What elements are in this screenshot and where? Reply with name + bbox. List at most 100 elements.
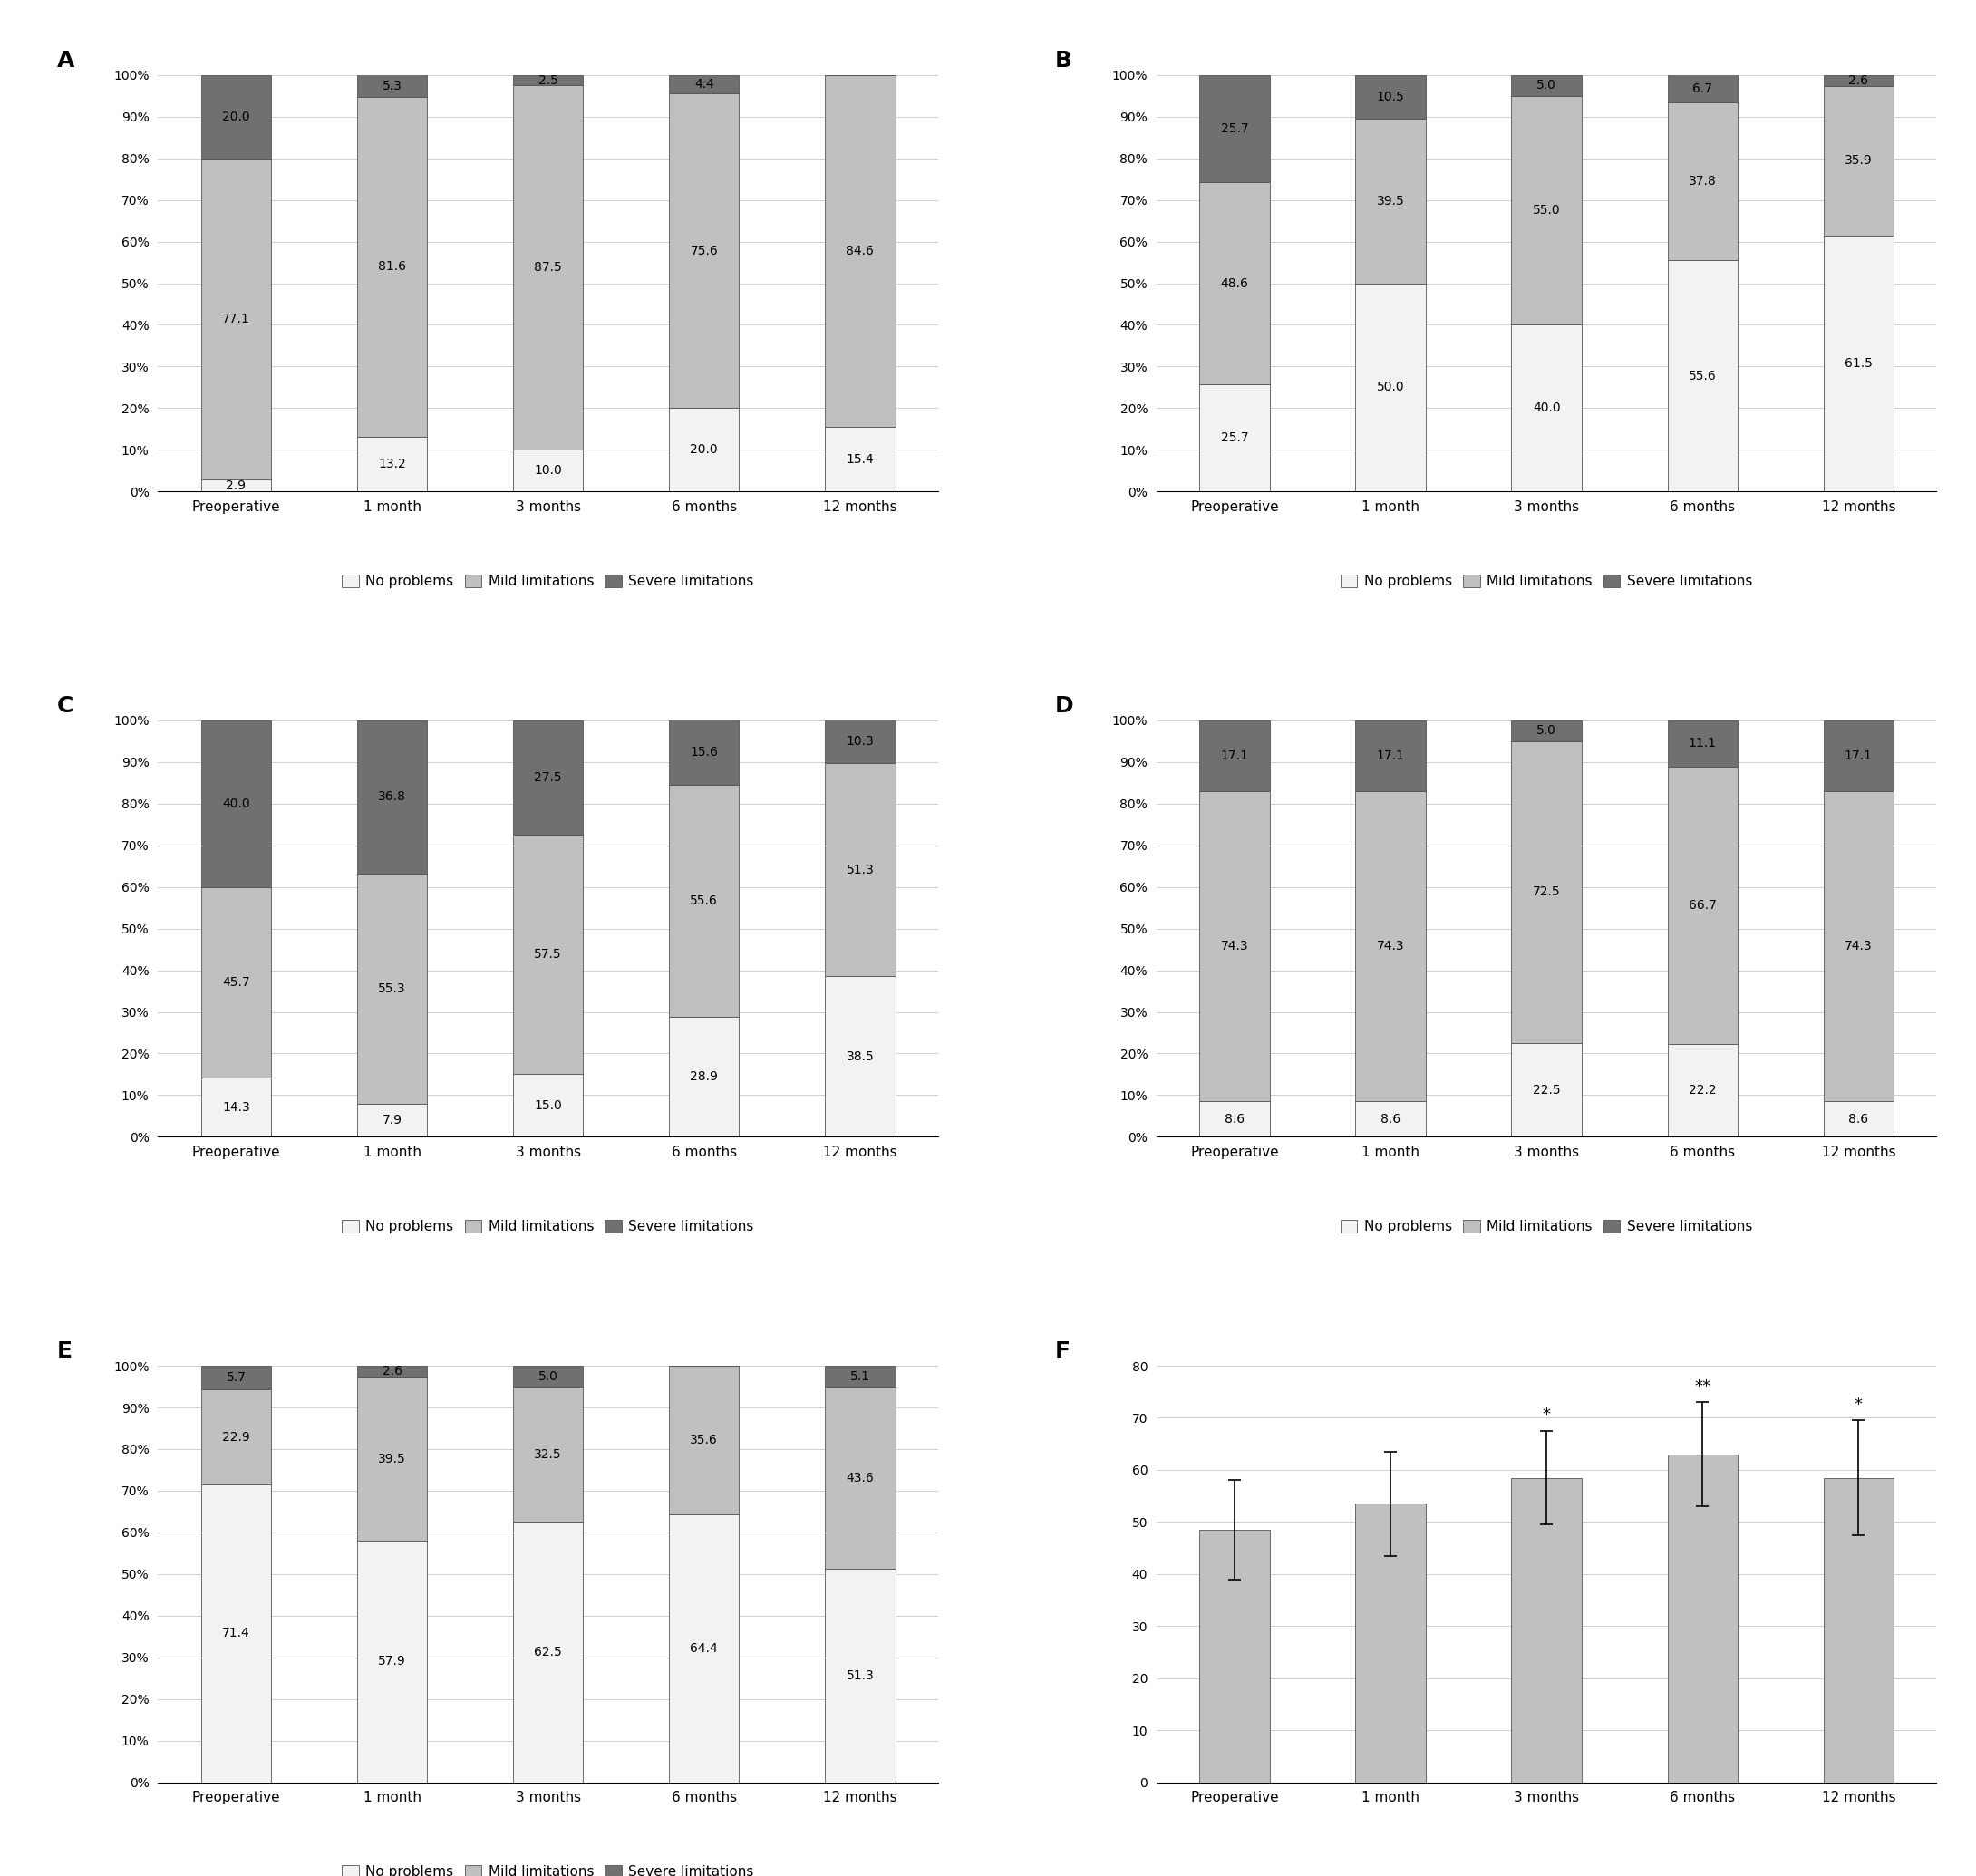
Text: 8.6: 8.6 (1225, 1112, 1245, 1126)
Text: 27.5: 27.5 (534, 771, 561, 784)
Text: 15.4: 15.4 (846, 452, 873, 465)
Bar (202, 1486, 271, 1782)
Bar (514, 75, 583, 86)
Text: 17.1: 17.1 (1844, 750, 1873, 762)
Text: 5.3: 5.3 (381, 79, 401, 92)
Bar (1512, 1478, 1581, 1782)
Bar (670, 784, 739, 1017)
Bar (358, 98, 427, 437)
Text: *: * (1543, 1407, 1551, 1424)
Text: 17.1: 17.1 (1221, 750, 1249, 762)
Bar (1356, 1505, 1425, 1782)
Bar (358, 720, 427, 874)
Legend: No problems, Mild limitations, Severe limitations: No problems, Mild limitations, Severe li… (336, 568, 759, 595)
Bar (514, 1366, 583, 1386)
Bar (1199, 385, 1269, 492)
Bar (514, 1075, 583, 1137)
Text: 32.5: 32.5 (534, 1448, 561, 1461)
Text: 71.4: 71.4 (221, 1626, 251, 1640)
Bar (514, 1521, 583, 1782)
Text: 37.8: 37.8 (1689, 174, 1717, 188)
Text: 64.4: 64.4 (690, 1642, 717, 1655)
Text: 39.5: 39.5 (377, 1452, 405, 1465)
Bar (826, 1568, 895, 1782)
Text: 74.3: 74.3 (1846, 940, 1873, 953)
Bar (514, 1386, 583, 1521)
Bar (202, 887, 271, 1077)
Text: 2.5: 2.5 (537, 73, 557, 86)
Text: 13.2: 13.2 (377, 458, 405, 471)
Text: C: C (57, 696, 73, 717)
Bar (1668, 103, 1737, 261)
Bar (514, 720, 583, 835)
Text: 10.0: 10.0 (534, 463, 561, 477)
Bar (1824, 1101, 1893, 1137)
Text: 38.5: 38.5 (846, 1051, 873, 1064)
Text: 5.7: 5.7 (225, 1371, 245, 1384)
Text: 43.6: 43.6 (846, 1471, 873, 1484)
Text: 5.0: 5.0 (1537, 79, 1557, 92)
Bar (826, 720, 895, 764)
Text: 61.5: 61.5 (1844, 356, 1873, 370)
Text: 11.1: 11.1 (1688, 737, 1717, 750)
Text: 2.6: 2.6 (381, 1366, 401, 1377)
Text: 66.7: 66.7 (1688, 899, 1717, 912)
Text: *: * (1853, 1396, 1863, 1413)
Bar (1668, 1454, 1737, 1782)
Bar (1356, 75, 1425, 118)
Bar (1512, 1043, 1581, 1137)
Bar (1512, 741, 1581, 1043)
Text: 20.0: 20.0 (690, 443, 717, 456)
Bar (202, 158, 271, 480)
Text: 8.6: 8.6 (1381, 1112, 1401, 1126)
Bar (514, 86, 583, 450)
Text: 15.0: 15.0 (534, 1099, 561, 1112)
Bar (1824, 720, 1893, 792)
Text: 72.5: 72.5 (1533, 885, 1561, 899)
Text: 25.7: 25.7 (1221, 122, 1249, 135)
Text: B: B (1055, 51, 1073, 71)
Text: 77.1: 77.1 (221, 313, 251, 325)
Bar (358, 437, 427, 492)
Bar (670, 1366, 739, 1514)
Text: 2.9: 2.9 (225, 478, 247, 492)
Text: 5.1: 5.1 (850, 1369, 869, 1383)
Text: 5.0: 5.0 (537, 1369, 557, 1383)
Bar (1356, 118, 1425, 283)
Bar (514, 450, 583, 492)
Bar (1199, 75, 1269, 182)
Bar (1356, 720, 1425, 792)
Text: 15.6: 15.6 (690, 747, 717, 758)
Text: 14.3: 14.3 (221, 1101, 251, 1112)
Bar (202, 720, 271, 887)
Bar (1824, 75, 1893, 86)
Bar (1199, 720, 1269, 792)
Bar (1199, 1101, 1269, 1137)
Bar (1668, 261, 1737, 492)
Bar (1668, 1045, 1737, 1137)
Text: 6.7: 6.7 (1693, 83, 1713, 96)
Bar (826, 75, 895, 428)
Text: 2.6: 2.6 (1848, 75, 1869, 86)
Bar (1199, 792, 1269, 1101)
Text: 22.9: 22.9 (221, 1431, 251, 1443)
Bar (826, 428, 895, 492)
Bar (202, 1366, 271, 1390)
Text: 57.5: 57.5 (534, 947, 561, 961)
Text: 17.1: 17.1 (1377, 750, 1405, 762)
Legend: No problems, Mild limitations, Severe limitations: No problems, Mild limitations, Severe li… (336, 1859, 759, 1876)
Text: 45.7: 45.7 (221, 976, 249, 989)
Text: 22.2: 22.2 (1689, 1084, 1717, 1097)
Bar (1824, 86, 1893, 234)
Bar (670, 1017, 739, 1137)
Bar (1512, 75, 1581, 96)
Bar (1199, 182, 1269, 385)
Text: 62.5: 62.5 (534, 1645, 561, 1658)
Bar (202, 1390, 271, 1486)
Text: 55.6: 55.6 (690, 895, 717, 908)
Bar (1512, 720, 1581, 741)
Text: 4.4: 4.4 (694, 79, 713, 90)
Bar (670, 75, 739, 94)
Text: 39.5: 39.5 (1377, 195, 1405, 208)
Text: 74.3: 74.3 (1377, 940, 1405, 953)
